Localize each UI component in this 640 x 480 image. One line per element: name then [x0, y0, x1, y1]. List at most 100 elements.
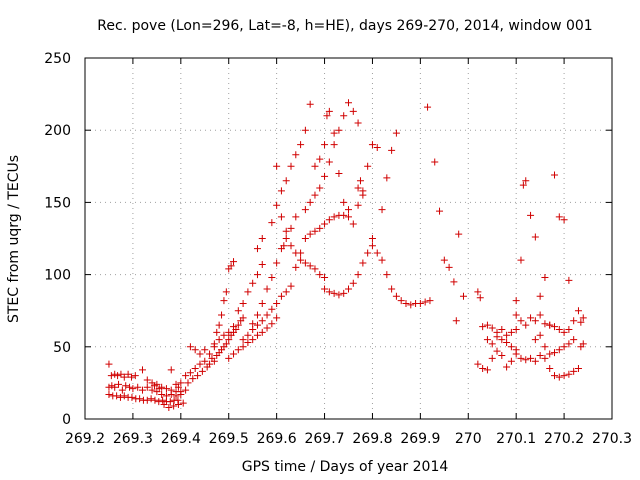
data-point — [184, 379, 192, 387]
data-point — [488, 340, 496, 348]
data-point — [330, 213, 338, 221]
data-point — [292, 263, 300, 271]
data-point — [287, 282, 295, 290]
data-point — [546, 364, 554, 372]
data-point — [239, 314, 247, 322]
data-point — [244, 288, 252, 296]
data-point — [189, 375, 197, 383]
data-point — [311, 162, 319, 170]
data-point — [134, 383, 142, 391]
data-point — [349, 107, 357, 115]
data-point — [345, 285, 352, 293]
data-point — [201, 346, 209, 354]
data-point — [151, 396, 159, 404]
data-point — [206, 360, 214, 368]
data-point — [551, 323, 559, 331]
data-points — [105, 99, 587, 411]
data-point — [127, 373, 135, 381]
data-point — [182, 372, 190, 380]
data-point — [416, 299, 424, 307]
data-point — [436, 207, 444, 215]
data-point — [450, 278, 458, 286]
y-tick-label: 100 — [44, 268, 71, 284]
data-point — [536, 311, 544, 319]
data-point — [177, 390, 185, 398]
data-point — [162, 385, 170, 393]
data-point — [282, 227, 290, 235]
data-point — [297, 249, 305, 257]
data-point — [277, 187, 285, 195]
data-point — [222, 288, 230, 296]
data-point — [230, 350, 238, 358]
data-point — [551, 349, 559, 357]
data-point — [512, 311, 520, 319]
data-point — [215, 336, 223, 344]
data-point — [570, 317, 578, 325]
data-point — [301, 206, 309, 214]
data-point — [507, 328, 515, 336]
data-point — [316, 271, 324, 279]
y-tick-label: 250 — [44, 51, 71, 67]
data-point — [124, 370, 132, 378]
data-point — [306, 230, 314, 238]
data-point — [555, 325, 563, 333]
data-point — [345, 99, 352, 107]
data-point — [253, 331, 261, 339]
data-point — [321, 273, 329, 281]
data-point — [253, 311, 261, 319]
data-point — [321, 220, 329, 228]
data-point — [565, 276, 573, 284]
data-point — [230, 323, 238, 331]
data-point — [512, 297, 520, 305]
data-point — [201, 357, 209, 365]
data-point — [244, 338, 252, 346]
data-point — [230, 258, 238, 266]
data-point — [565, 325, 573, 333]
x-tick-label: 269.8 — [352, 431, 392, 447]
data-point — [225, 354, 233, 362]
data-point — [213, 328, 221, 336]
data-point — [570, 367, 578, 375]
data-point — [258, 317, 266, 325]
data-point — [354, 271, 362, 279]
data-point — [392, 292, 400, 300]
data-point — [186, 343, 194, 351]
data-point — [321, 172, 329, 180]
y-tick-label: 0 — [62, 412, 71, 428]
data-point — [503, 363, 511, 371]
data-point — [311, 265, 319, 273]
data-point — [249, 336, 257, 344]
data-point — [249, 320, 257, 328]
chart-title: Rec. pove (Lon=296, Lat=-8, h=HE), days … — [97, 18, 592, 34]
data-point — [273, 314, 281, 322]
data-point — [354, 201, 362, 209]
data-point — [273, 259, 281, 267]
data-point — [407, 301, 415, 309]
x-tick-label: 269.2 — [65, 431, 105, 447]
data-point — [165, 403, 173, 411]
data-point — [402, 299, 410, 307]
data-point — [531, 357, 539, 365]
data-point — [166, 398, 174, 406]
data-point — [126, 383, 134, 391]
data-point — [147, 395, 155, 403]
x-tick-label: 270.1 — [496, 431, 536, 447]
data-point — [273, 299, 281, 307]
data-point — [335, 170, 343, 178]
data-point — [268, 320, 276, 328]
data-point — [273, 201, 281, 209]
data-point — [316, 224, 324, 232]
data-point — [282, 288, 290, 296]
data-point — [455, 230, 463, 238]
data-point — [107, 372, 115, 380]
data-point — [108, 382, 116, 390]
x-tick-label: 269.7 — [304, 431, 344, 447]
data-point — [488, 324, 496, 332]
data-point — [306, 198, 314, 206]
data-point — [143, 383, 151, 391]
data-point — [531, 317, 539, 325]
data-point — [325, 107, 333, 115]
data-point — [122, 382, 130, 390]
data-point — [105, 360, 113, 368]
data-point — [138, 366, 146, 374]
